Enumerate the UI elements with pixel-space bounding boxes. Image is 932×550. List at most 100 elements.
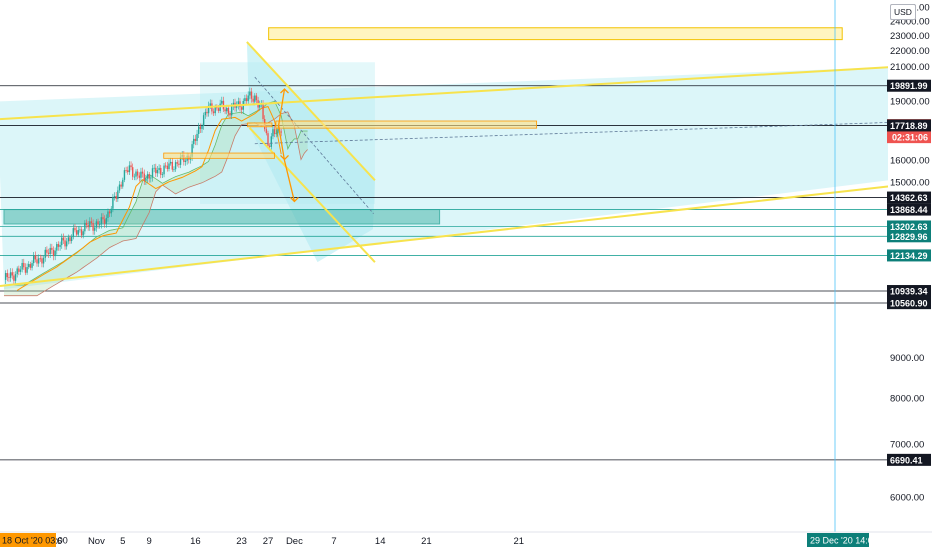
price-tag-label: 6690.41 (890, 455, 923, 465)
down-arrow-head (289, 197, 299, 203)
price-tag (887, 119, 931, 132)
candle-body (206, 111, 208, 114)
candle-body (24, 267, 27, 273)
up-arrow-line (277, 88, 286, 126)
candle-body (171, 161, 173, 170)
mid-arrow-head (280, 154, 289, 161)
price-tick-label: 15000.00 (890, 178, 930, 189)
price-tag (887, 203, 931, 216)
price-tag (887, 285, 931, 298)
date-tick-label: Dec (286, 536, 303, 547)
price-tag-label: 19891.99 (890, 81, 928, 91)
date-tick-label: 9 (147, 536, 152, 547)
candle-body (107, 211, 109, 218)
candle-body (275, 133, 277, 135)
candle-body (47, 252, 50, 254)
rising-channel-fill (0, 67, 888, 290)
candle-body (250, 91, 253, 99)
candle-body (84, 222, 86, 232)
candle-body (245, 98, 248, 102)
candle-body (33, 255, 35, 264)
candle-body (151, 168, 154, 178)
candle-body (153, 167, 155, 169)
candle-body (57, 244, 60, 247)
date-tick-label: 21 (514, 536, 525, 547)
upper-trendline (0, 63, 932, 121)
candle-body (169, 161, 172, 164)
candle-body (132, 167, 134, 177)
candle-body (196, 133, 198, 141)
candle-body (194, 138, 197, 141)
support-highlight-box (163, 152, 275, 159)
price-tick-label: 23000.00 (890, 31, 930, 42)
candle-body (77, 230, 79, 235)
price-axis[interactable]: 225000.0024000.0023000.0022000.0021000.0… (887, 0, 932, 550)
candle-body (59, 245, 61, 247)
currency-badge[interactable]: USD (890, 4, 916, 20)
candle-body (102, 217, 104, 220)
candle-body (135, 171, 137, 177)
candle-body (150, 177, 152, 179)
candle-body (277, 129, 279, 134)
candle-body (125, 170, 127, 171)
candle-body (254, 95, 256, 102)
candle-body (217, 108, 220, 111)
candle-body (11, 272, 13, 276)
candle-body (122, 179, 124, 187)
candle-body (265, 129, 268, 134)
candle-body (163, 165, 165, 175)
candle-body (193, 138, 195, 145)
candle-body (18, 268, 20, 272)
candle-body (99, 224, 101, 226)
candle-body (178, 163, 180, 165)
date-tick-label: 26 (52, 536, 63, 547)
candle-body (165, 165, 167, 167)
candle-body (249, 91, 251, 96)
candle-body (66, 241, 68, 247)
date-tick-label: 27 (263, 536, 274, 547)
price-tick-label: 21000.00 (890, 62, 930, 73)
candle-body (229, 113, 231, 116)
candle-body (42, 257, 45, 264)
candle-body (31, 263, 33, 268)
countdown-label: 02:31:06 (892, 133, 928, 143)
candle-body (54, 250, 56, 257)
resistance-zone-box (268, 27, 843, 41)
candle-body (92, 223, 94, 231)
moving-average-line (16, 106, 282, 291)
candle-body (123, 170, 126, 180)
mini-highlight-box (247, 122, 273, 128)
candle-body (113, 196, 116, 198)
candle-body (51, 247, 53, 250)
candle-body (155, 167, 157, 174)
price-tick-label: 7000.00 (890, 439, 924, 450)
candle-body (110, 208, 112, 214)
candle-body (108, 211, 111, 214)
price-tag (887, 453, 931, 466)
candle-body (28, 264, 30, 268)
price-tag (887, 249, 931, 262)
candle-body (161, 174, 164, 176)
price-tag (887, 191, 931, 204)
start-date-label: 18 Oct '20 03:00 (2, 536, 68, 546)
candle-body (226, 107, 228, 112)
candle-body (140, 171, 142, 178)
candle-body (52, 249, 55, 257)
candle-body (9, 272, 12, 278)
candle-body (118, 184, 121, 191)
candle-body (219, 103, 221, 111)
candle-body (72, 228, 74, 238)
candle-body (216, 106, 218, 109)
time-axis[interactable]: 26 Nov 5 9 16 23 27 Dec 7 14 21 21 18 Oct '20 03:00 2… (0, 531, 932, 550)
candle-body (41, 258, 43, 264)
candle-body (37, 258, 40, 264)
price-tag (887, 220, 931, 233)
candle-body (145, 178, 147, 181)
candle-body (156, 170, 159, 174)
candle-body (103, 219, 106, 224)
candle-body (49, 247, 51, 254)
price-tick-label: 22000.00 (890, 46, 930, 57)
candle-body (231, 106, 233, 116)
candle-body (198, 126, 200, 134)
